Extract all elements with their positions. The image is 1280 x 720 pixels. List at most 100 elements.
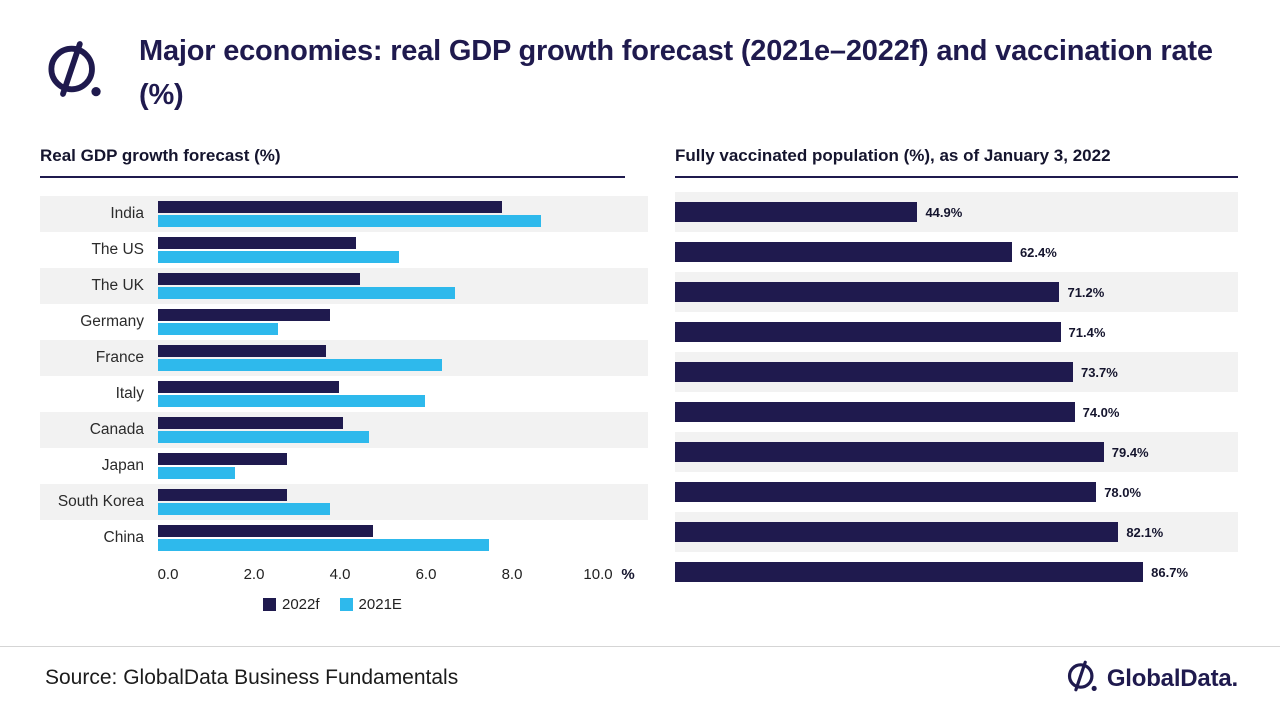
x-axis-tick: 8.0 bbox=[501, 566, 523, 583]
country-label: Germany bbox=[80, 313, 144, 330]
footer-divider bbox=[0, 646, 1280, 647]
vaccination-row: 79.4% bbox=[675, 432, 1238, 472]
x-axis-unit-label: % bbox=[621, 566, 635, 583]
gdp-bar-2021E bbox=[158, 287, 455, 299]
vaccination-data-label: 86.7% bbox=[1151, 564, 1189, 580]
gdp-row: South Korea bbox=[40, 484, 648, 520]
gdp-plot-area bbox=[158, 520, 648, 556]
gdp-bar-2021E bbox=[158, 323, 279, 335]
gdp-bar-2022f bbox=[158, 417, 343, 429]
x-axis-tick: 0.0 bbox=[157, 566, 179, 583]
gdp-bar-2022f bbox=[158, 381, 339, 393]
gdp-row: The US bbox=[40, 232, 648, 268]
x-axis-tick: 6.0 bbox=[415, 566, 437, 583]
vaccination-data-label: 73.7% bbox=[1080, 364, 1118, 380]
country-label: India bbox=[110, 205, 144, 222]
gdp-plot-area bbox=[158, 448, 648, 484]
country-label: China bbox=[103, 529, 145, 546]
gdp-legend: 2022f 2021E bbox=[263, 596, 402, 613]
vaccination-bar bbox=[675, 202, 918, 222]
gdp-row: Canada bbox=[40, 412, 648, 448]
vaccination-row: 62.4% bbox=[675, 232, 1238, 272]
globaldata-footer-logo-icon bbox=[1066, 660, 1098, 697]
gdp-bar-2021E bbox=[158, 359, 442, 371]
vaccination-data-label: 74.0% bbox=[1082, 404, 1120, 420]
x-axis-tick: 4.0 bbox=[329, 566, 351, 583]
vaccination-row: 74.0% bbox=[675, 392, 1238, 432]
vaccination-bar bbox=[675, 322, 1061, 342]
gdp-row: The UK bbox=[40, 268, 648, 304]
gdp-plot-area bbox=[158, 304, 648, 340]
gdp-row: Germany bbox=[40, 304, 648, 340]
vaccination-bar bbox=[675, 242, 1012, 262]
country-label: Italy bbox=[115, 385, 144, 402]
left-chart-heading: Real GDP growth forecast (%) bbox=[40, 146, 625, 178]
gdp-plot-area bbox=[158, 196, 648, 232]
gdp-bar-2021E bbox=[158, 431, 369, 443]
brand-wordmark: GlobalData. bbox=[1106, 664, 1238, 692]
vaccination-bar bbox=[675, 522, 1119, 542]
country-label: France bbox=[95, 349, 144, 366]
page-title: Major economies: real GDP growth forecas… bbox=[139, 35, 1213, 111]
legend-swatch bbox=[339, 598, 353, 611]
gdp-bar-2022f bbox=[158, 453, 287, 465]
vaccination-row: 86.7% bbox=[675, 552, 1238, 592]
vaccination-row: 73.7% bbox=[675, 352, 1238, 392]
gdp-bar-2022f bbox=[158, 273, 361, 285]
gdp-bar-2021E bbox=[158, 251, 399, 263]
gdp-bar-2021E bbox=[158, 467, 236, 479]
gdp-plot-area bbox=[158, 484, 648, 520]
source-note: Source: GlobalData Business Fundamentals bbox=[45, 666, 459, 689]
vaccination-data-label: 71.2% bbox=[1067, 284, 1105, 300]
gdp-bar-2022f bbox=[158, 489, 287, 501]
gdp-bar-2021E bbox=[158, 395, 425, 407]
vaccination-row: 44.9% bbox=[675, 192, 1238, 232]
x-axis-tick: 2.0 bbox=[243, 566, 265, 583]
gdp-bar-2021E bbox=[158, 215, 541, 227]
vaccination-data-label: 44.9% bbox=[925, 204, 963, 220]
vaccination-data-label: 78.0% bbox=[1104, 484, 1142, 500]
legend-label: 2021E bbox=[358, 596, 402, 613]
gdp-row: India bbox=[40, 196, 648, 232]
gdp-plot-area bbox=[158, 268, 648, 304]
gdp-bar-2021E bbox=[158, 539, 490, 551]
country-label: The US bbox=[91, 241, 144, 258]
gdp-plot-area bbox=[158, 232, 648, 268]
gdp-plot-area bbox=[158, 340, 648, 376]
gdp-growth-chart: India The US The UK Germany France Italy Canad… bbox=[40, 196, 648, 556]
gdp-row: China bbox=[40, 520, 648, 556]
vaccination-bar bbox=[675, 362, 1073, 382]
vaccination-data-label: 62.4% bbox=[1019, 244, 1057, 260]
gdp-bar-2022f bbox=[158, 345, 326, 357]
gdp-plot-area bbox=[158, 412, 648, 448]
vaccination-bar bbox=[675, 282, 1060, 302]
gdp-bar-2022f bbox=[158, 525, 373, 537]
country-label: The UK bbox=[91, 277, 144, 294]
gdp-bar-2021E bbox=[158, 503, 330, 515]
legend-swatch bbox=[263, 598, 276, 611]
country-label: South Korea bbox=[57, 493, 144, 510]
vaccination-chart: 44.9% 62.4% 71.2% 71.4% 73.7% 74.0% 79.4% 78.0%… bbox=[675, 192, 1238, 592]
vaccination-data-label: 82.1% bbox=[1126, 524, 1164, 540]
vaccination-data-label: 79.4% bbox=[1111, 444, 1149, 460]
legend-item: 2021E bbox=[339, 596, 402, 613]
legend-label: 2022f bbox=[282, 596, 320, 613]
country-label: Japan bbox=[101, 457, 144, 474]
vaccination-row: 78.0% bbox=[675, 472, 1238, 512]
gdp-row: Japan bbox=[40, 448, 648, 484]
gdp-plot-area bbox=[158, 376, 648, 412]
gdp-bar-2022f bbox=[158, 237, 356, 249]
globaldata-brand: GlobalData. bbox=[1066, 660, 1238, 697]
vaccination-data-label: 71.4% bbox=[1068, 324, 1106, 340]
vaccination-bar bbox=[675, 482, 1097, 502]
vaccination-bar bbox=[675, 562, 1144, 582]
x-axis-tick: 10.0 bbox=[583, 566, 613, 583]
right-chart-heading: Fully vaccinated population (%), as of J… bbox=[675, 146, 1238, 178]
country-label: Canada bbox=[89, 421, 144, 438]
header: Major economies: real GDP growth forecas… bbox=[45, 30, 1219, 117]
vaccination-bar bbox=[675, 402, 1075, 422]
gdp-row: Italy bbox=[40, 376, 648, 412]
globaldata-logo-icon bbox=[45, 40, 103, 103]
gdp-x-axis: 0.0 2.0 4.0 6.0 8.0 10.0% bbox=[40, 566, 680, 586]
